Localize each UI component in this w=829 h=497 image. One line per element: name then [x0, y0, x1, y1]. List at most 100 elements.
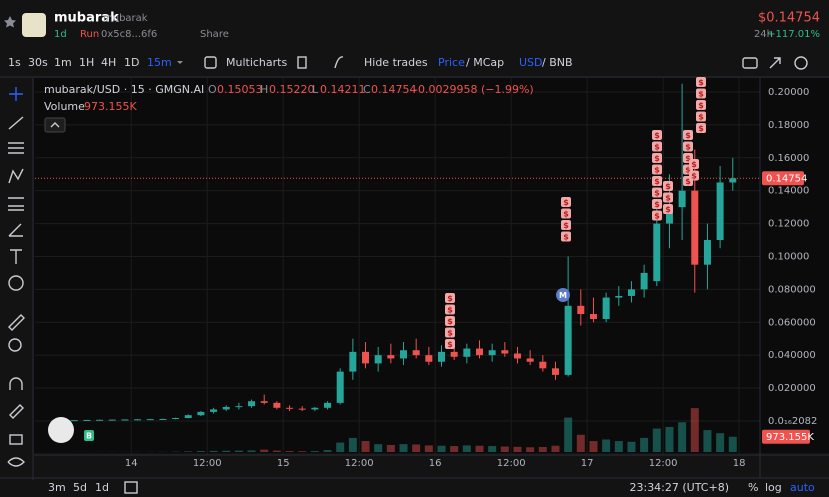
- fx-icon[interactable]: [334, 56, 344, 69]
- collapse-icon: [50, 122, 60, 128]
- trade-marker-label: $: [698, 101, 704, 110]
- camera-icon[interactable]: [742, 57, 758, 69]
- token-address[interactable]: 0x5c8...6f6: [101, 29, 157, 40]
- interval-button[interactable]: 1D: [124, 56, 139, 69]
- candle-body: [551, 368, 559, 375]
- fullscreen-icon[interactable]: [769, 57, 781, 69]
- range-button[interactable]: 3m: [48, 481, 66, 494]
- projection-tool[interactable]: [8, 197, 24, 211]
- log-toggle[interactable]: log: [765, 481, 782, 494]
- percent-toggle[interactable]: %: [748, 481, 758, 494]
- trade-marker: [683, 141, 693, 152]
- range-button[interactable]: 1d: [95, 481, 109, 494]
- visibility-tool[interactable]: [7, 457, 25, 467]
- candle-body: [324, 402, 332, 408]
- candle-body: [108, 419, 116, 421]
- fib-tool[interactable]: [8, 142, 24, 154]
- lock-tool[interactable]: [9, 434, 23, 445]
- favorite-star[interactable]: [4, 16, 16, 28]
- volume-bar: [285, 451, 294, 452]
- trade-marker: [652, 164, 662, 175]
- interval-button[interactable]: 1H: [79, 56, 94, 69]
- trade-marker: [696, 100, 706, 110]
- collapse-button[interactable]: [44, 117, 66, 133]
- interval-button[interactable]: 15m: [147, 56, 172, 69]
- settings-icon[interactable]: [794, 56, 808, 70]
- volume-bar: [386, 444, 395, 452]
- candle-body: [665, 207, 673, 224]
- lock-draw-tool[interactable]: [9, 404, 24, 419]
- candle-body: [425, 355, 433, 362]
- multicharts-button[interactable]: Multicharts: [226, 56, 287, 69]
- trade-marker: [561, 197, 571, 207]
- x-tick-label: 12:00: [193, 458, 222, 469]
- crosshair-tool[interactable]: [9, 87, 23, 101]
- candle-body: [362, 351, 370, 364]
- ruler-tool[interactable]: [8, 314, 25, 331]
- trade-marker: [663, 181, 673, 191]
- usd-toggle[interactable]: USD: [519, 56, 543, 69]
- indicator-icon[interactable]: [297, 56, 307, 69]
- add-icon[interactable]: [204, 56, 217, 69]
- trendline-tool[interactable]: [8, 116, 24, 130]
- interval-button[interactable]: 1m: [54, 56, 72, 69]
- volume-bar: [462, 445, 471, 452]
- buy-marker: [84, 430, 94, 441]
- volume-bar: [703, 430, 712, 452]
- last-price-badge: [762, 171, 804, 186]
- candle-body: [627, 289, 635, 296]
- volume-bar: [538, 446, 547, 452]
- share-button[interactable]: Share: [200, 29, 229, 40]
- hide-trades-button[interactable]: Hide trades: [364, 56, 428, 69]
- volume-bar: [184, 451, 193, 452]
- interval-button[interactable]: 4H: [101, 56, 116, 69]
- trade-marker-label: $: [654, 131, 660, 140]
- legend-key: O: [208, 83, 217, 96]
- legend-value: 0.15220: [269, 83, 315, 96]
- candle-body: [539, 361, 547, 369]
- volume-bar: [323, 450, 332, 452]
- y-tick-label: 0.20000: [768, 87, 809, 98]
- auto-toggle[interactable]: auto: [790, 481, 815, 494]
- trade-marker: [445, 316, 455, 326]
- range-button[interactable]: 5d: [73, 481, 87, 494]
- pattern-tool[interactable]: [8, 168, 24, 184]
- trade-marker-label: $: [685, 143, 691, 152]
- brush-tool[interactable]: [8, 223, 23, 237]
- trade-marker: [663, 204, 673, 214]
- interval-button[interactable]: 1s: [8, 56, 21, 69]
- interval-button[interactable]: 30s: [28, 56, 48, 69]
- trade-marker: [696, 123, 706, 133]
- candle-body: [450, 351, 458, 357]
- volume-bar: [526, 447, 535, 452]
- volume-key: Volume: [44, 100, 85, 113]
- legend-value: 0.15053: [217, 83, 263, 96]
- price-toggle[interactable]: Price: [438, 56, 465, 69]
- volume-bar: [260, 449, 269, 452]
- y-tick-label: 0.16000: [768, 153, 809, 164]
- trade-marker: [652, 210, 662, 221]
- magnet-tool[interactable]: [9, 377, 23, 390]
- volume-bar: [348, 437, 357, 452]
- mcap-toggle[interactable]: / MCap: [466, 56, 504, 69]
- trade-marker-label: $: [447, 329, 453, 338]
- candle-body: [678, 190, 686, 208]
- trade-marker: [652, 187, 662, 198]
- zoom-tool[interactable]: [8, 338, 22, 352]
- bnb-toggle[interactable]: / BNB: [542, 56, 573, 69]
- y-tick-label: 0.18000: [768, 120, 809, 131]
- x-tick-label: 15: [277, 458, 290, 469]
- candle-body: [235, 406, 243, 408]
- calendar-icon[interactable]: [124, 481, 138, 494]
- candle-body: [653, 223, 661, 282]
- candle-body: [488, 350, 496, 356]
- volume-bar: [336, 442, 345, 452]
- candle-body: [248, 401, 256, 407]
- candle-body: [83, 419, 91, 421]
- trade-marker: [652, 130, 662, 140]
- candle-body: [501, 350, 509, 354]
- volume-bar: [209, 450, 218, 452]
- text-tool[interactable]: [10, 249, 22, 264]
- legend-change: -0.0029958 (−1.99%): [414, 83, 534, 96]
- emoji-tool[interactable]: [8, 275, 24, 291]
